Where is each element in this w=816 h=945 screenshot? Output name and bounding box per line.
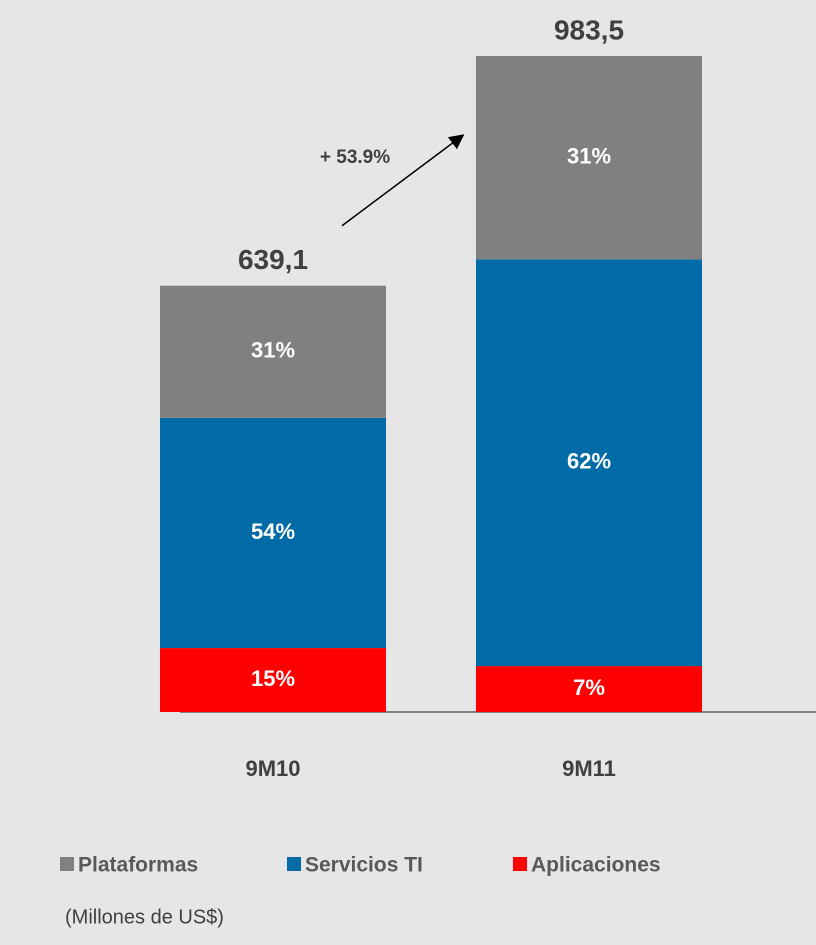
value-label: 54% <box>251 519 295 544</box>
value-label: 15% <box>251 666 295 691</box>
legend-label: Aplicaciones <box>531 854 661 877</box>
bar-segment <box>160 648 386 712</box>
bar-segment <box>476 56 702 260</box>
total-label: 983,5 <box>554 14 624 45</box>
legend-label: Servicios TI <box>305 854 423 877</box>
x-tick-label: 9M10 <box>245 756 300 781</box>
total-label: 639,1 <box>238 244 308 275</box>
note: (Millones de US$) <box>65 906 224 928</box>
value-label: 31% <box>251 338 295 363</box>
bar-segment <box>476 666 702 712</box>
growth-arrow <box>341 134 465 227</box>
annotation: + 53.9% <box>320 147 390 168</box>
legend-swatch <box>513 857 527 871</box>
bar-segment <box>476 259 702 667</box>
value-label: 31% <box>567 143 611 168</box>
legend-swatch <box>287 857 301 871</box>
x-tick-label: 9M11 <box>562 756 616 781</box>
value-label: 62% <box>567 449 611 474</box>
legend-swatch <box>60 857 74 871</box>
value-label: 7% <box>573 675 605 700</box>
bar-segment <box>160 417 386 649</box>
legend-label: Plataformas <box>78 854 198 877</box>
bar-segment <box>160 285 386 418</box>
